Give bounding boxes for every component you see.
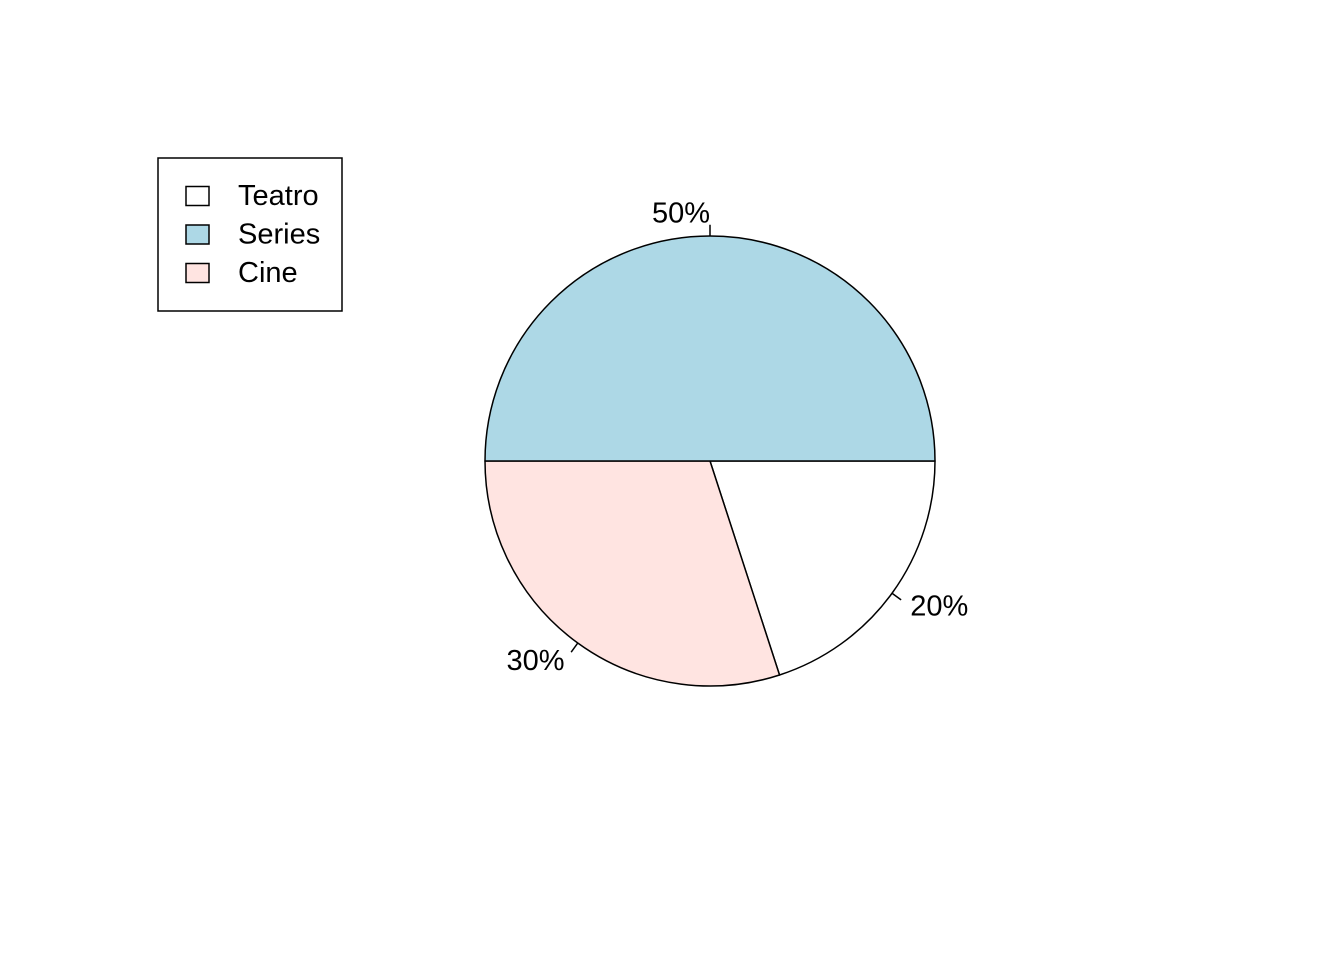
pie-slice-teatro xyxy=(709,460,936,676)
slice-label-tick-teatro xyxy=(891,592,902,601)
legend-label-series: Series xyxy=(238,219,320,251)
legend-swatch-series xyxy=(185,224,210,245)
slice-label-tick-cine xyxy=(570,642,579,653)
legend-label-cine: Cine xyxy=(238,257,298,289)
pie-slice-series xyxy=(484,235,936,462)
legend: Teatro Series Cine xyxy=(157,157,343,312)
pie-group xyxy=(484,235,936,687)
slice-label-teatro: 20% xyxy=(910,590,968,622)
slice-label-series: 50% xyxy=(652,198,710,230)
legend-swatch-teatro xyxy=(185,185,210,207)
slice-labels: 20% 30% 50% xyxy=(506,198,968,678)
legend-swatch-cine xyxy=(185,262,210,284)
slice-label-cine: 30% xyxy=(506,645,564,677)
legend-label-teatro: Teatro xyxy=(238,180,319,212)
